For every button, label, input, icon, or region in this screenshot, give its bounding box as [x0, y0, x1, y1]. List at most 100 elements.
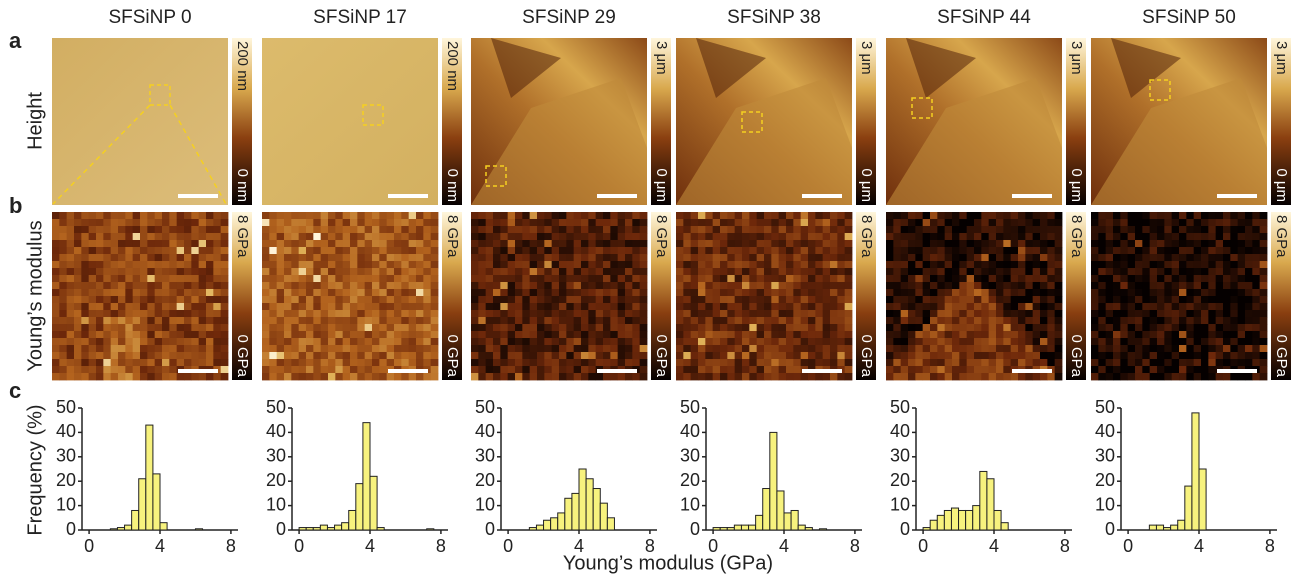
modulus-pixel: [277, 359, 285, 366]
modulus-pixel: [1047, 324, 1055, 331]
modulus-pixel: [683, 240, 691, 247]
modulus-pixel: [1142, 261, 1150, 268]
modulus-pixel: [162, 352, 170, 359]
modulus-pixel: [1106, 289, 1114, 296]
modulus-pixel: [930, 240, 938, 247]
modulus-pixel: [357, 338, 365, 345]
modulus-pixel: [720, 219, 728, 226]
modulus-pixel: [1216, 268, 1224, 275]
modulus-pixel: [52, 317, 60, 324]
modulus-pixel: [1113, 366, 1121, 373]
modulus-pixel: [299, 226, 307, 233]
modulus-pixel: [103, 359, 111, 366]
modulus-pixel: [923, 254, 931, 261]
modulus-pixel: [111, 310, 119, 317]
modulus-pixel: [967, 275, 975, 282]
modulus-pixel: [471, 324, 479, 331]
modulus-pixel: [559, 331, 567, 338]
modulus-pixel: [1245, 352, 1253, 359]
modulus-pixel: [409, 254, 417, 261]
modulus-pixel: [886, 296, 894, 303]
modulus-pixel: [618, 303, 626, 310]
modulus-pixel: [566, 233, 574, 240]
modulus-pixel: [284, 261, 292, 268]
bar: [572, 493, 579, 530]
modulus-pixel: [284, 345, 292, 352]
modulus-pixel: [169, 240, 177, 247]
modulus-pixel: [808, 261, 816, 268]
modulus-pixel: [1011, 219, 1019, 226]
modulus-pixel: [96, 282, 104, 289]
modulus-pixel: [299, 240, 307, 247]
modulus-pixel: [764, 310, 772, 317]
modulus-pixel: [945, 261, 953, 268]
modulus-pixel: [169, 352, 177, 359]
modulus-pixel: [588, 275, 596, 282]
modulus-pixel: [996, 212, 1004, 219]
modulus-pixel: [786, 366, 794, 373]
y-tick-label: 0: [276, 519, 286, 539]
modulus-pixel: [618, 268, 626, 275]
modulus-pixel: [1018, 289, 1026, 296]
modulus-pixel: [1216, 226, 1224, 233]
modulus-pixel: [779, 373, 787, 380]
modulus-pixel: [823, 261, 831, 268]
modulus-pixel: [335, 359, 343, 366]
modulus-pixel: [1091, 303, 1099, 310]
modulus-pixel: [779, 352, 787, 359]
modulus-pixel: [823, 268, 831, 275]
modulus-pixel: [893, 331, 901, 338]
modulus-pixel: [199, 282, 207, 289]
modulus-pixel: [676, 261, 684, 268]
modulus-pixel: [618, 275, 626, 282]
modulus-pixel: [1252, 268, 1260, 275]
modulus-pixel: [177, 289, 185, 296]
modulus-pixel: [1106, 247, 1114, 254]
modulus-pixel: [1230, 240, 1238, 247]
modulus-pixel: [808, 268, 816, 275]
modulus-pixel: [610, 303, 618, 310]
modulus-pixel: [837, 289, 845, 296]
modulus-pixel: [705, 233, 713, 240]
modulus-pixel: [945, 219, 953, 226]
modulus-pixel: [343, 289, 351, 296]
modulus-pixel: [508, 296, 516, 303]
modulus-pixel: [478, 240, 486, 247]
modulus-pixel: [886, 268, 894, 275]
modulus-pixel: [705, 345, 713, 352]
modulus-pixel: [1216, 247, 1224, 254]
modulus-pixel: [801, 296, 809, 303]
modulus-pixel: [923, 366, 931, 373]
modulus-pixel: [823, 373, 831, 380]
modulus-pixel: [1055, 359, 1063, 366]
y-tick-label: 30: [266, 446, 286, 466]
modulus-pixel: [1172, 352, 1180, 359]
modulus-pixel: [1003, 226, 1011, 233]
modulus-pixel: [500, 289, 508, 296]
modulus-pixel: [213, 261, 221, 268]
modulus-pixel: [147, 240, 155, 247]
modulus-pixel: [981, 359, 989, 366]
modulus-pixel: [155, 303, 163, 310]
modulus-pixel: [945, 226, 953, 233]
modulus-pixel: [1238, 296, 1246, 303]
modulus-pixel: [801, 289, 809, 296]
modulus-pixel: [1238, 331, 1246, 338]
bar: [313, 528, 320, 530]
modulus-pixel: [618, 233, 626, 240]
modulus-pixel: [1216, 324, 1224, 331]
modulus-pixel: [96, 268, 104, 275]
modulus-pixel: [705, 254, 713, 261]
modulus-pixel: [1018, 296, 1026, 303]
modulus-pixel: [184, 240, 192, 247]
modulus-pixel: [184, 317, 192, 324]
modulus-pixel: [299, 212, 307, 219]
modulus-pixel: [757, 261, 765, 268]
modulus-pixel: [771, 317, 779, 324]
modulus-pixel: [140, 303, 148, 310]
modulus-pixel: [566, 254, 574, 261]
modulus-pixel: [959, 324, 967, 331]
modulus-pixel: [1011, 303, 1019, 310]
modulus-pixel: [930, 226, 938, 233]
modulus-pixel: [574, 338, 582, 345]
